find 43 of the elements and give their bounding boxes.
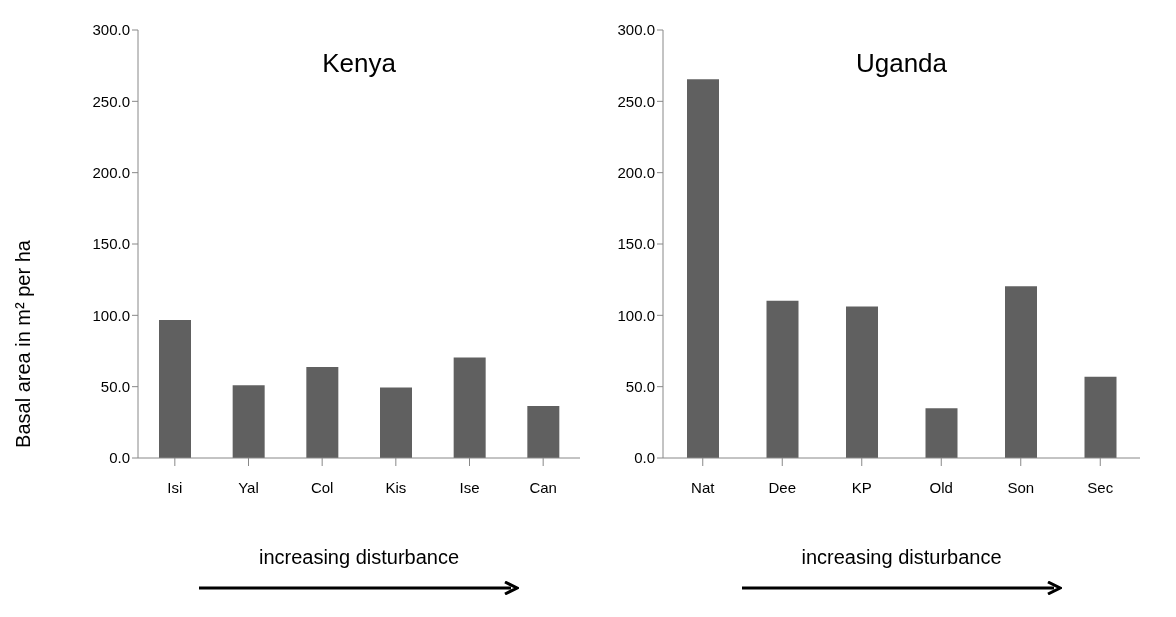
- y-tick-label: 50.0: [100, 377, 130, 395]
- x-tick-label: Ise: [459, 478, 480, 496]
- bar: [925, 408, 958, 458]
- x-tick-label: Kis: [385, 478, 407, 496]
- bar: [687, 79, 719, 458]
- x-tick-label: Nat: [691, 478, 716, 496]
- x-tick-label: KP: [851, 478, 872, 496]
- y-tick-label: 100.0: [92, 306, 130, 324]
- bar: [766, 300, 799, 458]
- x-tick-label: Isi: [167, 478, 183, 496]
- x-tick-label: Yal: [238, 478, 259, 496]
- bar: [232, 385, 265, 458]
- x-tick-label: Col: [310, 478, 334, 496]
- x-axis-title: increasing disturbance: [800, 546, 1003, 569]
- x-tick-label: Sec: [1087, 478, 1114, 496]
- y-tick-label: 150.0: [617, 235, 655, 253]
- bar: [1084, 376, 1117, 458]
- y-tick-label: 100.0: [617, 306, 655, 324]
- bar: [453, 357, 486, 458]
- bar: [380, 387, 412, 458]
- x-tick-label: Old: [929, 478, 953, 496]
- y-tick-label: 250.0: [92, 92, 130, 110]
- bar: [159, 320, 191, 458]
- y-tick-label: 150.0: [92, 235, 130, 253]
- text: Uganda: [854, 48, 949, 79]
- x-tick-label: Son: [1007, 478, 1035, 496]
- y-tick-label: 0.0: [109, 449, 130, 467]
- y-tick-label: 200.0: [92, 163, 130, 181]
- x-tick-label: Can: [529, 478, 557, 496]
- x-axis-title: increasing disturbance: [257, 546, 461, 569]
- y-tick-label: 50.0: [625, 377, 655, 395]
- y-tick-label: 200.0: [617, 163, 655, 181]
- text: Kenya: [321, 48, 397, 79]
- y-tick-label: 300.0: [617, 21, 655, 39]
- bar: [527, 406, 560, 458]
- bar: [846, 306, 878, 458]
- y-tick-label: 300.0: [92, 21, 130, 39]
- y-axis-title: Basal area in m² per ha: [12, 239, 35, 448]
- y-tick-label: 250.0: [617, 92, 655, 110]
- y-tick-label: 0.0: [634, 449, 655, 467]
- x-tick-label: Dee: [768, 478, 797, 496]
- bar: [1005, 286, 1037, 458]
- bar: [306, 366, 339, 458]
